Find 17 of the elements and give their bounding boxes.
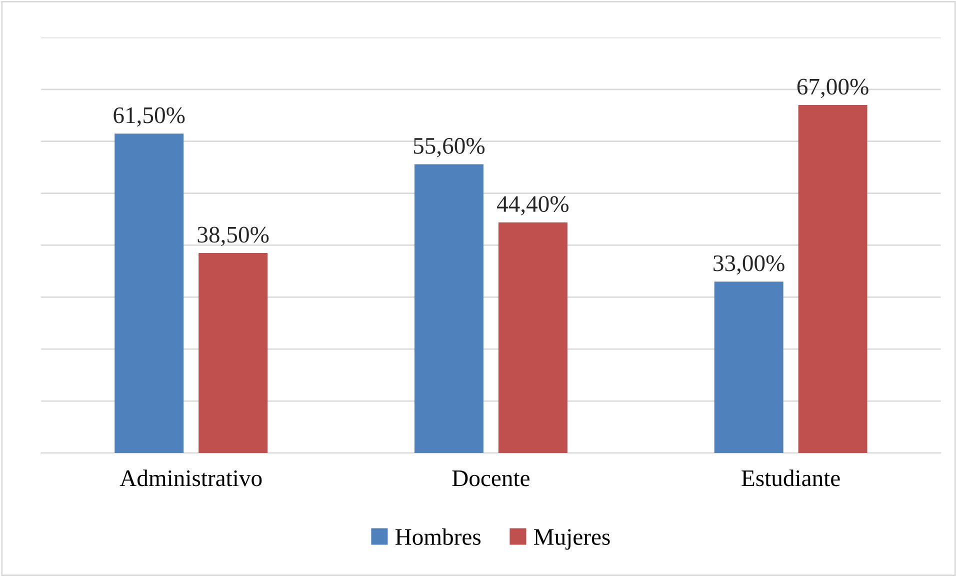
data-label: 61,50% [114,107,185,127]
bar [714,282,784,453]
bar [798,105,868,453]
x-tick-label: Estudiante [742,470,840,486]
legend-label: Hombres [395,528,481,545]
x-tick-label: Administrativo [120,470,262,486]
data-label: 33,00% [714,255,784,275]
data-label: 38,50% [198,226,269,246]
x-tick-label: Docente [452,470,530,486]
data-label: 44,40% [496,196,569,216]
bar [414,164,484,453]
data-label: 67,00% [797,78,868,98]
bar [498,222,568,453]
bar [114,134,184,453]
legend-label: Mujeres [534,529,610,550]
bar [198,253,268,453]
data-label: 55,60% [414,138,485,158]
